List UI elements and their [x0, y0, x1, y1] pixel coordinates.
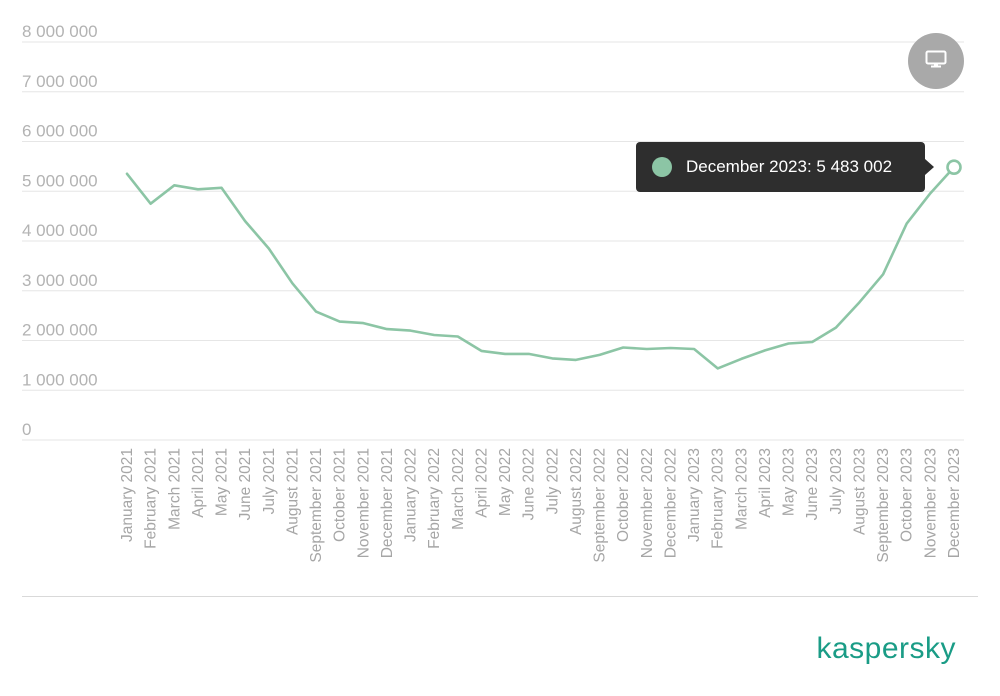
- x-tick-label: May 2023: [781, 448, 798, 516]
- view-toggle-button[interactable]: [908, 33, 964, 89]
- x-tick-label: March 2022: [450, 448, 467, 530]
- y-tick-label: 5 000 000: [22, 171, 98, 190]
- x-tick-label: July 2023: [828, 448, 845, 514]
- x-tick-label: February 2023: [710, 448, 727, 549]
- y-tick-label: 2 000 000: [22, 321, 98, 340]
- x-tick-label: December 2022: [662, 448, 679, 558]
- x-tick-label: January 2023: [686, 448, 703, 542]
- x-tick-label: November 2022: [639, 448, 656, 558]
- x-tick-label: July 2022: [544, 448, 561, 514]
- x-tick-label: July 2021: [261, 448, 278, 514]
- x-tick-label: April 2022: [473, 448, 490, 518]
- y-tick-label: 3 000 000: [22, 271, 98, 290]
- x-tick-label: March 2021: [166, 448, 183, 530]
- y-tick-label: 0: [22, 420, 31, 439]
- x-tick-label: December 2021: [379, 448, 396, 558]
- x-tick-label: June 2021: [237, 448, 254, 520]
- x-tick-label: October 2022: [615, 448, 632, 542]
- brand-logo: kaspersky: [816, 632, 956, 665]
- x-tick-label: May 2021: [214, 448, 231, 516]
- y-tick-label: 6 000 000: [22, 122, 98, 141]
- x-tick-label: March 2023: [733, 448, 750, 530]
- x-tick-label: November 2021: [355, 448, 372, 558]
- x-tick-label: September 2021: [308, 448, 325, 563]
- y-axis-tick-labels: 0 1 000 000 2 000 000 3 000 000 4 000 000 5 0…: [22, 22, 98, 439]
- x-tick-label: January 2021: [119, 448, 136, 542]
- y-tick-label: 8 000 000: [22, 22, 98, 41]
- x-tick-label: January 2022: [403, 448, 420, 542]
- footer-divider: [22, 596, 978, 597]
- y-tick-label: 7 000 000: [22, 72, 98, 91]
- series-line: [125, 165, 956, 370]
- highlighted-data-point[interactable]: [946, 159, 962, 176]
- x-tick-label: June 2023: [804, 448, 821, 520]
- x-tick-label: February 2022: [426, 448, 443, 549]
- tooltip-series-dot: [652, 157, 672, 177]
- x-tick-label: May 2022: [497, 448, 514, 516]
- x-tick-label: September 2023: [875, 448, 892, 563]
- x-tick-label: September 2022: [592, 448, 609, 563]
- x-tick-label: November 2023: [922, 448, 939, 558]
- x-tick-label: August 2022: [568, 448, 585, 535]
- x-tick-label: August 2021: [284, 448, 301, 535]
- x-tick-label: June 2022: [521, 448, 538, 520]
- tooltip-text: December 2023: 5 483 002: [686, 157, 893, 176]
- data-tooltip: December 2023: 5 483 002: [636, 142, 934, 192]
- grid-lines: [22, 41, 964, 441]
- y-tick-label: 1 000 000: [22, 370, 98, 389]
- y-tick-label: 4 000 000: [22, 221, 98, 240]
- x-tick-label: October 2021: [332, 448, 349, 542]
- x-tick-label: April 2021: [190, 448, 207, 518]
- monitor-icon: [925, 50, 947, 73]
- x-tick-label: August 2023: [851, 448, 868, 535]
- x-tick-label: December 2023: [946, 448, 963, 558]
- x-tick-label: October 2023: [899, 448, 916, 542]
- x-tick-label: February 2021: [143, 448, 160, 549]
- x-axis-tick-labels: January 2021 February 2021 March 2021 April…: [119, 448, 963, 563]
- x-tick-label: April 2023: [757, 448, 774, 518]
